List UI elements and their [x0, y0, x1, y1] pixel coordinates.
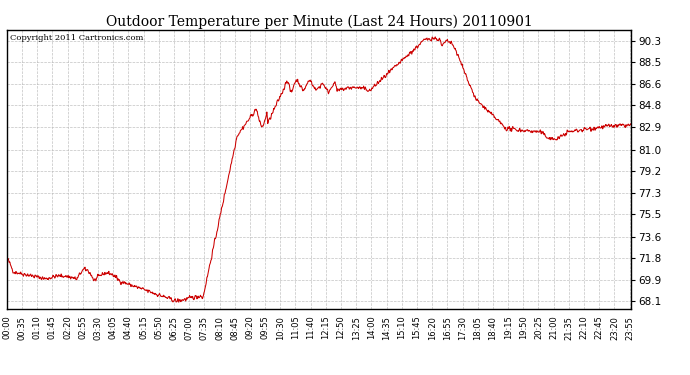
Title: Outdoor Temperature per Minute (Last 24 Hours) 20110901: Outdoor Temperature per Minute (Last 24 … — [106, 15, 533, 29]
Text: Copyright 2011 Cartronics.com: Copyright 2011 Cartronics.com — [10, 34, 144, 42]
